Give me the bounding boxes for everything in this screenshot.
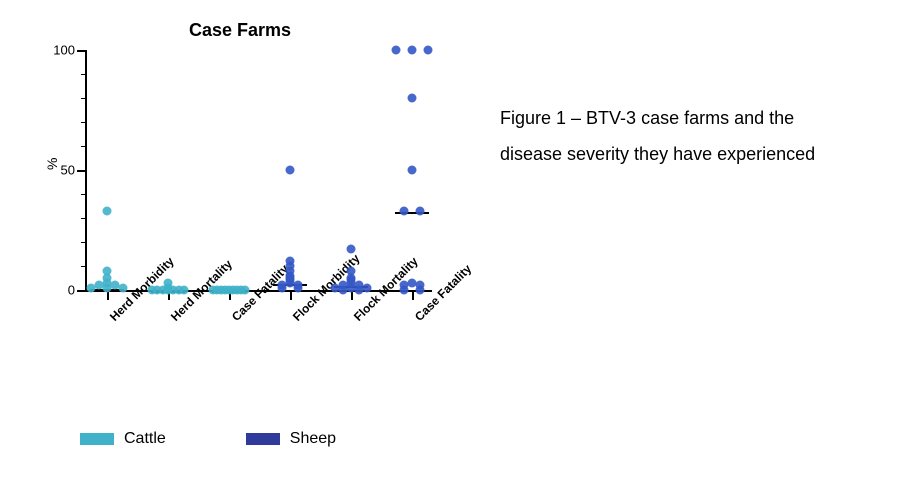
data-point (164, 278, 173, 287)
data-point (363, 283, 372, 292)
y-tick (77, 170, 87, 172)
data-point (286, 257, 295, 266)
legend-swatch (80, 433, 114, 445)
data-point (400, 206, 409, 215)
x-category-label: Herd Mortality (168, 314, 178, 324)
chart-area: Case Farms % 050100Herd MorbidityHerd Mo… (20, 10, 460, 490)
data-point (408, 94, 417, 103)
x-category-label: Flock Mortality (351, 314, 361, 324)
data-point (286, 166, 295, 175)
legend-swatch (246, 433, 280, 445)
data-point (355, 281, 364, 290)
x-category-label: Flock Morbidity (290, 314, 300, 324)
data-point (392, 46, 401, 55)
x-tick (290, 290, 292, 300)
x-tick (412, 290, 414, 300)
legend: Cattle Sheep (80, 430, 336, 448)
y-tick (77, 290, 87, 292)
y-minor-tick (81, 194, 87, 195)
data-point (408, 278, 417, 287)
data-point (111, 281, 120, 290)
y-minor-tick (81, 74, 87, 75)
data-point (424, 46, 433, 55)
legend-item: Cattle (80, 430, 166, 448)
data-point (294, 281, 303, 290)
y-minor-tick (81, 98, 87, 99)
data-point (416, 206, 425, 215)
data-point (347, 266, 356, 275)
legend-item: Sheep (246, 430, 336, 448)
legend-label: Cattle (124, 430, 166, 448)
y-minor-tick (81, 218, 87, 219)
data-point (408, 166, 417, 175)
y-tick-label: 100 (53, 43, 75, 58)
data-point (408, 46, 417, 55)
figure-caption: Figure 1 – BTV-3 case farms and the dise… (500, 100, 860, 172)
data-point (416, 281, 425, 290)
y-minor-tick (81, 122, 87, 123)
data-point (180, 286, 189, 295)
data-point (103, 266, 112, 275)
y-axis-title: % (44, 158, 60, 170)
x-category-label: Case Fatality (412, 314, 422, 324)
data-point (241, 286, 250, 295)
y-minor-tick (81, 146, 87, 147)
data-point (347, 245, 356, 254)
data-point (119, 283, 128, 292)
y-tick-label: 0 (68, 283, 75, 298)
y-minor-tick (81, 266, 87, 267)
figure-container: Case Farms % 050100Herd MorbidityHerd Mo… (0, 0, 900, 500)
y-tick (77, 50, 87, 52)
y-tick-label: 50 (61, 163, 75, 178)
data-point (103, 206, 112, 215)
plot-region: 050100Herd MorbidityHerd MortalityCase F… (85, 50, 432, 292)
legend-label: Sheep (290, 430, 336, 448)
x-category-label: Herd Morbidity (107, 314, 117, 324)
chart-title: Case Farms (20, 20, 460, 41)
y-minor-tick (81, 242, 87, 243)
x-category-label: Case Fatality (229, 314, 239, 324)
